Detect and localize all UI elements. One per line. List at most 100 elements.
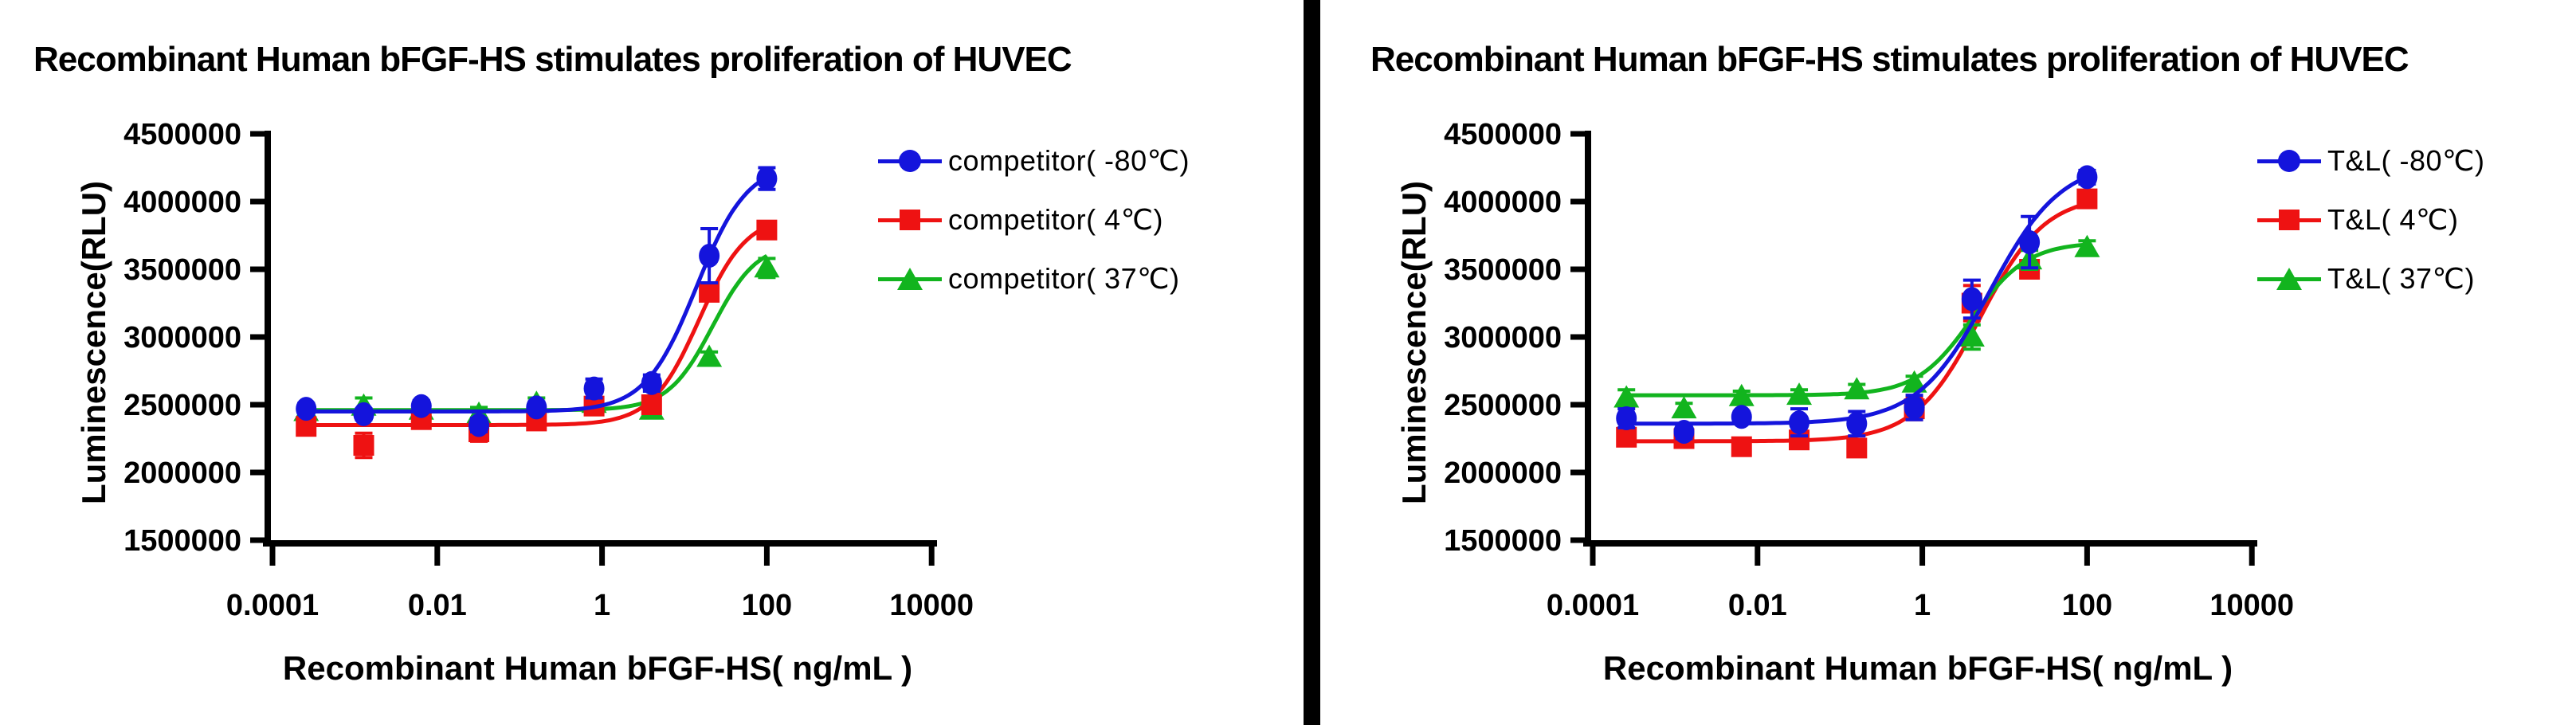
x-tick-labels: 0.0001 0.01 1 100 10000: [1547, 589, 2294, 622]
svg-text:3000000: 3000000: [1444, 321, 1562, 355]
panel-competitor: Recombinant Human bFGF-HS stimulates pro…: [33, 40, 1190, 687]
x-tick-labels: 0.0001 0.01 1 100 10000: [226, 589, 974, 622]
svg-text:3500000: 3500000: [1444, 253, 1562, 287]
svg-text:0.0001: 0.0001: [1547, 589, 1639, 622]
legend-marker-triangle-icon: [2257, 262, 2321, 296]
legend-marker-circle-icon: [2257, 144, 2321, 178]
y-tick-labels: 1500000 2000000 2500000 3000000 3500000 40000…: [1444, 118, 1562, 558]
chart-title: Recombinant Human bFGF-HS stimulates pro…: [1370, 40, 2409, 79]
data-point-circle: [641, 370, 662, 395]
axes: [263, 131, 937, 547]
legend-label: competitor( 4℃): [948, 203, 1163, 236]
svg-text:1500000: 1500000: [124, 524, 241, 558]
data-point-circle: [699, 244, 720, 268]
svg-text:4000000: 4000000: [124, 186, 241, 219]
svg-text:3000000: 3000000: [124, 321, 241, 355]
svg-text:4000000: 4000000: [1444, 186, 1562, 219]
data-point-circle: [1616, 406, 1637, 430]
legend-marker-circle-icon: [878, 144, 942, 178]
svg-text:2000000: 2000000: [1444, 457, 1562, 490]
svg-text:4500000: 4500000: [1444, 118, 1562, 151]
data-point-circle: [1731, 405, 1752, 429]
dose-response-plot-competitor: 1500000 2000000 2500000 3000000 3500000 40000…: [124, 118, 974, 622]
panel-tl: Recombinant Human bFGF-HS stimulates pro…: [1320, 0, 2576, 725]
legend-label: competitor( 37℃): [948, 262, 1180, 295]
svg-text:0.0001: 0.0001: [226, 589, 319, 622]
data-point-triangle: [1613, 385, 1640, 408]
series-tl-37: [1613, 234, 2100, 419]
data-point-circle: [2019, 230, 2041, 254]
data-point-circle: [296, 397, 317, 421]
data-point-square: [2076, 188, 2098, 210]
svg-text:2500000: 2500000: [124, 389, 241, 422]
circle-marker-icon: [899, 150, 921, 172]
data-point-triangle: [754, 255, 780, 278]
data-point-circle: [1789, 410, 1810, 435]
data-point-triangle: [2074, 234, 2100, 257]
svg-text:100: 100: [2062, 589, 2112, 622]
chart-title: Recombinant Human bFGF-HS stimulates pro…: [33, 40, 1072, 79]
legend-marker-square-icon: [2257, 203, 2321, 237]
svg-text:10000: 10000: [2209, 589, 2294, 622]
panel-divider: [1304, 0, 1320, 725]
legend-label: T&L( 4℃): [2327, 203, 2459, 236]
data-point-circle: [469, 413, 490, 437]
legend-item: competitor( 4℃): [878, 203, 1163, 237]
legend-item: T&L( -80℃): [2257, 144, 2484, 178]
data-point-circle: [526, 395, 547, 420]
data-point-circle: [1846, 411, 1868, 436]
data-point-triangle: [1901, 370, 1927, 393]
legend-label: T&L( -80℃): [2327, 144, 2485, 177]
legend-item: competitor( 37℃): [878, 262, 1180, 296]
data-point-triangle: [696, 344, 723, 367]
svg-text:2500000: 2500000: [1444, 389, 1562, 422]
triangle-marker-icon: [897, 268, 923, 290]
data-point-circle: [2076, 165, 2098, 190]
data-point-square: [1731, 436, 1752, 457]
data-point-triangle: [1958, 324, 1985, 347]
tick-marks: [250, 131, 935, 566]
data-point-circle: [1961, 287, 1982, 312]
square-marker-icon: [2279, 210, 2300, 230]
data-point-square: [353, 435, 374, 456]
tick-marks: [1570, 131, 2255, 566]
svg-text:1: 1: [1914, 589, 1931, 622]
axes: [1583, 131, 2257, 547]
fit-curve-competitor-minus80: [306, 175, 768, 413]
data-point-circle: [583, 376, 605, 401]
legend-label: competitor( -80℃): [948, 144, 1190, 177]
triangle-marker-icon: [2276, 268, 2302, 290]
series-competitor-minus80: [296, 166, 778, 437]
data-point-circle: [756, 167, 778, 191]
data-point-square: [641, 394, 662, 415]
legend-marker-triangle-icon: [878, 262, 942, 296]
data-point-triangle: [1728, 383, 1755, 406]
svg-text:1500000: 1500000: [1444, 524, 1562, 558]
data-point-circle: [410, 394, 432, 418]
data-point-square: [1616, 426, 1637, 448]
svg-text:10000: 10000: [889, 589, 974, 622]
data-point-square: [756, 219, 778, 241]
svg-text:0.01: 0.01: [1728, 589, 1787, 622]
data-point-circle: [353, 402, 374, 426]
svg-text:100: 100: [742, 589, 792, 622]
x-axis-label: Recombinant Human bFGF-HS( ng/mL ): [282, 649, 913, 687]
circle-marker-icon: [2278, 150, 2300, 172]
data-point-circle: [1673, 420, 1695, 444]
data-point-triangle: [1786, 382, 1813, 406]
x-axis-label: Recombinant Human bFGF-HS( ng/mL ): [1602, 649, 2233, 687]
legend-label: T&L( 37℃): [2327, 262, 2475, 295]
fit-curve-tl-37: [1626, 242, 2088, 398]
svg-text:0.01: 0.01: [408, 589, 467, 622]
legend-item: T&L( 37℃): [2257, 262, 2475, 296]
data-point-square: [1846, 437, 1868, 459]
data-point-triangle: [1671, 396, 1697, 419]
legend-item: competitor( -80℃): [878, 144, 1190, 178]
svg-text:4500000: 4500000: [124, 118, 241, 151]
legend-marker-square-icon: [878, 203, 942, 237]
svg-text:3500000: 3500000: [124, 253, 241, 287]
data-point-square: [699, 281, 720, 303]
data-point-circle: [1904, 395, 1925, 420]
y-tick-labels: 1500000 2000000 2500000 3000000 3500000 40000…: [124, 118, 241, 558]
